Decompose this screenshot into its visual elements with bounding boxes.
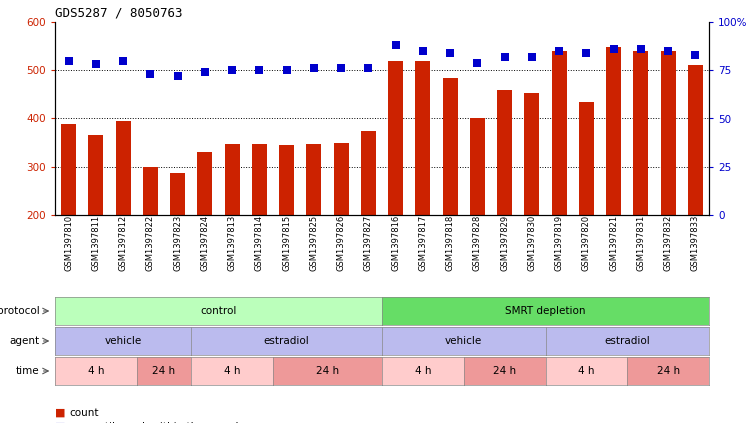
Text: 24 h: 24 h <box>316 366 339 376</box>
Point <box>281 67 293 74</box>
Text: GSM1397813: GSM1397813 <box>228 215 237 271</box>
Bar <box>198 152 213 311</box>
Point <box>472 59 484 66</box>
Bar <box>579 102 594 311</box>
Bar <box>633 51 648 311</box>
Text: GSM1397823: GSM1397823 <box>173 215 182 271</box>
Text: 4 h: 4 h <box>88 366 104 376</box>
Text: GSM1397822: GSM1397822 <box>146 215 155 271</box>
Bar <box>170 173 185 311</box>
Point <box>117 57 129 64</box>
Text: GSM1397828: GSM1397828 <box>473 215 482 271</box>
Point <box>444 49 456 56</box>
Bar <box>552 51 566 311</box>
Point <box>144 71 156 77</box>
Point <box>635 46 647 52</box>
Text: GSM1397831: GSM1397831 <box>636 215 645 271</box>
Text: 4 h: 4 h <box>578 366 595 376</box>
Text: GSM1397818: GSM1397818 <box>445 215 454 271</box>
Text: 24 h: 24 h <box>493 366 516 376</box>
Text: SMRT depletion: SMRT depletion <box>505 306 586 316</box>
Text: 24 h: 24 h <box>152 366 176 376</box>
Bar <box>388 60 403 311</box>
Point <box>199 69 211 76</box>
Text: agent: agent <box>10 336 40 346</box>
Bar <box>661 51 676 311</box>
Text: ■: ■ <box>55 422 65 423</box>
Bar <box>61 124 76 311</box>
Bar <box>225 143 240 311</box>
Text: vehicle: vehicle <box>445 336 482 346</box>
Point <box>689 52 701 58</box>
Bar <box>688 66 703 311</box>
Text: protocol: protocol <box>0 306 40 316</box>
Point <box>253 67 265 74</box>
Bar <box>143 167 158 311</box>
Text: GSM1397833: GSM1397833 <box>691 215 700 272</box>
Text: GSM1397826: GSM1397826 <box>336 215 345 271</box>
Bar <box>116 121 131 311</box>
Text: 24 h: 24 h <box>656 366 680 376</box>
Text: GSM1397827: GSM1397827 <box>364 215 373 271</box>
Point <box>226 67 238 74</box>
Text: GSM1397814: GSM1397814 <box>255 215 264 271</box>
Point <box>662 47 674 54</box>
Text: GSM1397819: GSM1397819 <box>555 215 563 271</box>
Text: ■: ■ <box>55 408 65 418</box>
Bar <box>252 143 267 311</box>
Point <box>499 53 511 60</box>
Text: GSM1397829: GSM1397829 <box>500 215 509 271</box>
Bar <box>333 143 348 311</box>
Text: GSM1397825: GSM1397825 <box>309 215 318 271</box>
Text: percentile rank within the sample: percentile rank within the sample <box>69 422 245 423</box>
Text: time: time <box>16 366 40 376</box>
Point <box>608 46 620 52</box>
Text: GSM1397810: GSM1397810 <box>64 215 73 271</box>
Text: control: control <box>201 306 237 316</box>
Text: GSM1397830: GSM1397830 <box>527 215 536 271</box>
Text: GSM1397811: GSM1397811 <box>92 215 101 271</box>
Text: vehicle: vehicle <box>104 336 142 346</box>
Text: GSM1397832: GSM1397832 <box>664 215 673 271</box>
Bar <box>497 90 512 311</box>
Bar <box>442 78 457 311</box>
Point <box>308 65 320 72</box>
Bar <box>524 93 539 311</box>
Text: estradiol: estradiol <box>264 336 309 346</box>
Text: GSM1397816: GSM1397816 <box>391 215 400 271</box>
Text: count: count <box>69 408 98 418</box>
Text: 4 h: 4 h <box>415 366 431 376</box>
Text: GSM1397812: GSM1397812 <box>119 215 128 271</box>
Text: GSM1397817: GSM1397817 <box>418 215 427 271</box>
Text: estradiol: estradiol <box>605 336 650 346</box>
Point <box>390 42 402 49</box>
Text: GSM1397824: GSM1397824 <box>201 215 210 271</box>
Point <box>335 65 347 72</box>
Point <box>62 57 74 64</box>
Text: GSM1397815: GSM1397815 <box>282 215 291 271</box>
Bar <box>89 135 104 311</box>
Point <box>417 47 429 54</box>
Bar <box>415 60 430 311</box>
Point <box>363 65 375 72</box>
Bar <box>361 131 376 311</box>
Point <box>553 47 566 54</box>
Text: 4 h: 4 h <box>224 366 240 376</box>
Point <box>581 49 593 56</box>
Bar <box>279 145 294 311</box>
Text: GSM1397820: GSM1397820 <box>582 215 591 271</box>
Text: GSM1397821: GSM1397821 <box>609 215 618 271</box>
Point <box>172 73 184 80</box>
Bar <box>606 47 621 311</box>
Bar <box>306 143 321 311</box>
Point <box>526 53 538 60</box>
Bar <box>470 118 485 311</box>
Point <box>90 61 102 68</box>
Text: GDS5287 / 8050763: GDS5287 / 8050763 <box>55 6 182 19</box>
